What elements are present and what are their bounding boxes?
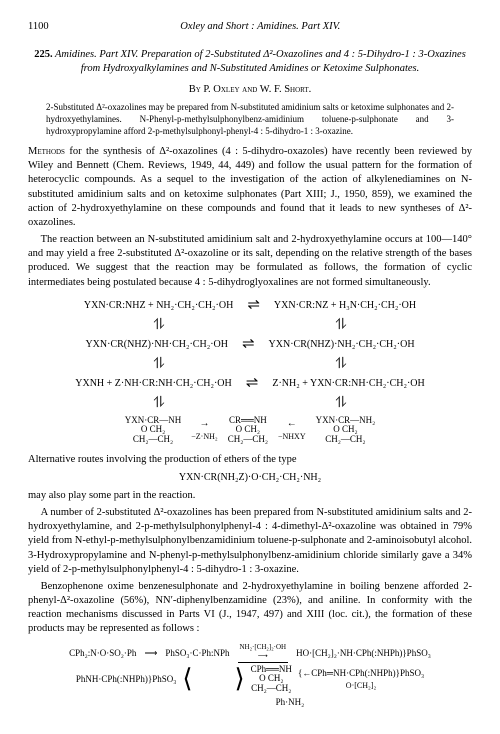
article-number: 225. — [34, 49, 52, 60]
scheme-frag: YXN·CR:NZ + H₃N·CH₂·CH₂·OH — [274, 299, 416, 313]
vert-equilibrium-icon: ⥮ — [336, 315, 347, 335]
arrow-over: NH₂·[CH₂]₂·OH⟶ — [238, 643, 289, 663]
equilibrium-arrow-icon: ⇌ — [246, 376, 259, 391]
scheme-frag: YXN·CR:NHZ + NH₂·CH₂·CH₂·OH — [84, 299, 233, 313]
equilibrium-arrow-icon: ⇌ — [242, 337, 255, 352]
arrow-label: ←−NHXY — [278, 417, 306, 444]
vert-equilibrium-icon: ⥮ — [154, 354, 165, 374]
article-title-text: Amidines. Part XIV. Preparation of 2-Sub… — [55, 49, 466, 74]
scheme-frag: YXN·CR(NHZ)·NH₂·CH₂·CH₂·OH — [269, 338, 415, 352]
reaction-scheme-1: YXN·CR:NHZ + NH₂·CH₂·CH₂·OH ⇌ YXN·CR:NZ … — [28, 298, 472, 445]
branch-bracket-icon: ⟩ — [235, 669, 245, 690]
author-line: By P. Oxley and W. F. Short. — [28, 83, 472, 97]
scheme-frag: CPh₂:N·O·SO₂·Ph — [69, 647, 136, 659]
scheme-frag: PhNH·CPh(:NHPh)}PhSO₃ — [76, 673, 176, 685]
running-title: Oxley and Short : Amidines. Part XIV. — [180, 20, 340, 34]
abstract-text: 2-Substituted Δ²-oxazolines may be prepa… — [46, 101, 454, 137]
vert-equilibrium-icon: ⥮ — [154, 393, 165, 413]
vert-equilibrium-icon: ⥮ — [154, 315, 165, 335]
vert-equilibrium-icon: ⥮ — [336, 354, 347, 374]
page-number: 1100 — [28, 20, 49, 34]
cyclic-fragment: CPh══NH O CH₂ CH₂—CH₂ — [251, 665, 292, 695]
article-title: 225. Amidines. Part XIV. Preparation of … — [28, 48, 472, 76]
arrow-label: →−Z·NH₂ — [191, 417, 217, 444]
running-header: 1100 Oxley and Short : Amidines. Part XI… — [28, 20, 472, 34]
cyclic-fragment: CR══NH O CH₂ CH₂—CH₂ — [228, 416, 268, 446]
cyclic-fragment: YXN·CR—NH₂ O CH₂ CH₂—CH₂ — [316, 416, 376, 446]
reaction-scheme-2: CPh₂:N·O·SO₂·Ph ⟶ PhSO₃·C·Ph:NPh NH₂·[CH… — [28, 643, 472, 709]
paragraph-6: Benzophenone oxime benzenesulphonate and… — [28, 580, 472, 637]
scheme-frag: Z·NH₂ + YXN·CR:NH·CH₂·CH₂·OH — [272, 377, 424, 391]
paragraph-4: may also play some part in the reaction. — [28, 489, 472, 503]
scheme-frag: Ph·NH₂ — [276, 696, 305, 708]
paragraph-3: Alternative routes involving the product… — [28, 453, 472, 467]
cyclic-fragment: YXN·CR—NH O CH₂ CH₂—CH₂ — [125, 416, 182, 446]
paragraph-5: A number of 2-substituted Δ²-oxazolines … — [28, 506, 472, 577]
arrow-icon: ⟶ — [144, 647, 157, 659]
ether-formula: YXN·CR(NH₂Z)·O·CH₂·CH₂·NH₂ — [28, 471, 472, 485]
vert-equilibrium-icon: ⥮ — [336, 393, 347, 413]
scheme-frag: {←CPh═NH·CPh(:NHPh)}PhSO₃ O·[CH₂]₂ — [298, 667, 424, 692]
paragraph-2: The reaction between an N-substituted am… — [28, 233, 472, 290]
scheme-frag: PhSO₃·C·Ph:NPh — [165, 647, 229, 659]
scheme-frag: YXN·CR(NHZ)·NH·CH₂·CH₂·OH — [85, 338, 228, 352]
equilibrium-arrow-icon: ⇌ — [247, 298, 260, 313]
scheme-frag: YXNH + Z·NH·CR:NH·CH₂·CH₂·OH — [75, 377, 232, 391]
paragraph-1: Methods for the synthesis of Δ²-oxazolin… — [28, 145, 472, 230]
scheme-frag: HO·[CH₂]₂·NH·CPh(:NHPh)}PhSO₃ — [296, 647, 431, 659]
branch-bracket-icon: ⟨ — [182, 669, 192, 690]
